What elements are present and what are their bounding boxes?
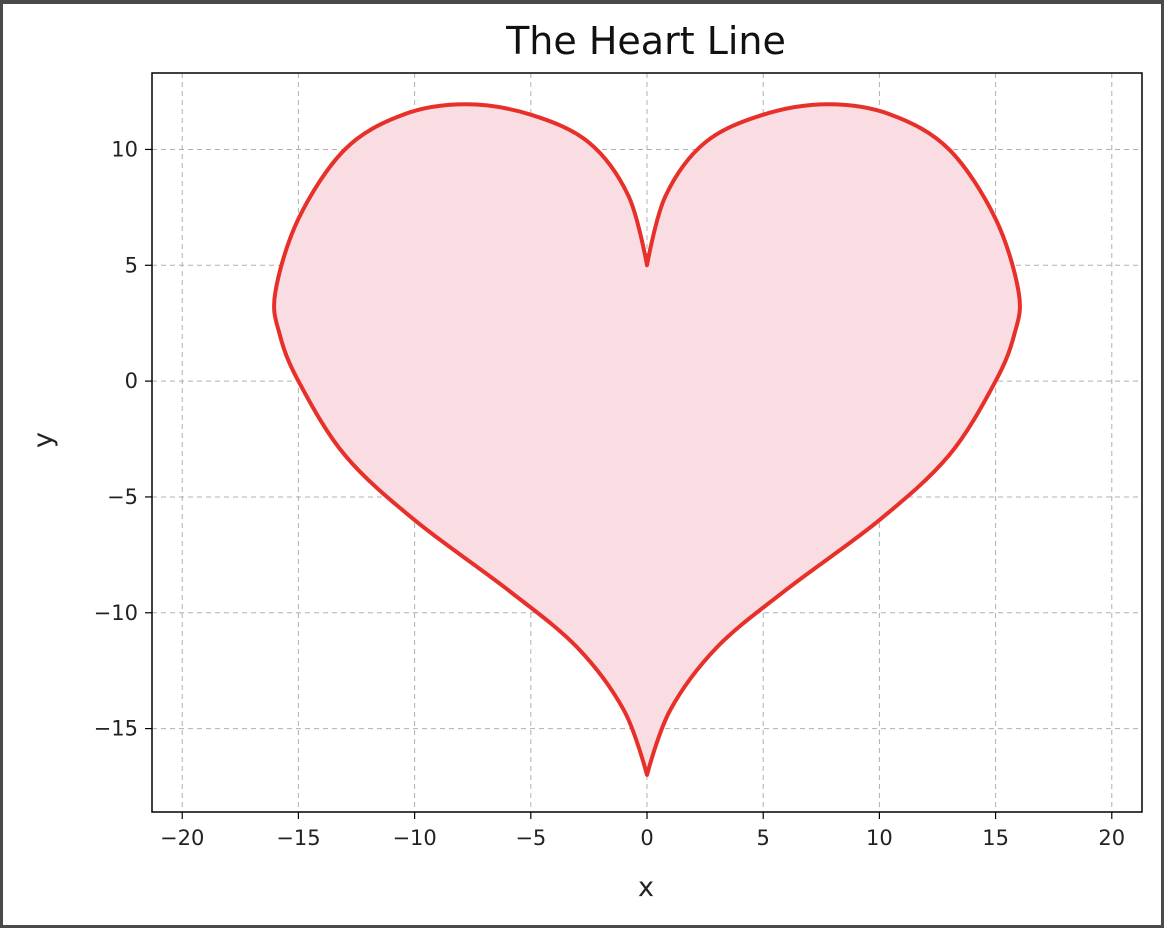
x-axis-label: x: [638, 872, 654, 903]
x-tick-label: 15: [982, 826, 1009, 850]
x-tick-label: −5: [515, 826, 546, 850]
y-tick-label: −15: [94, 717, 138, 741]
x-tick-label: 5: [757, 826, 770, 850]
heart-fill: [274, 104, 1020, 775]
x-tick-label: 0: [640, 826, 653, 850]
y-tick-label: 10: [111, 137, 138, 161]
y-tick-label: 5: [125, 253, 138, 277]
heart-fill-layer: [274, 104, 1020, 775]
y-tick-label: 0: [125, 369, 138, 393]
heart-line: [272, 102, 1022, 777]
heart-line-layer: [272, 102, 1022, 777]
y-tick-label: −10: [94, 601, 138, 625]
x-tick-label: 10: [866, 826, 893, 850]
x-tick-label: −10: [392, 826, 436, 850]
x-tick-label: −20: [160, 826, 204, 850]
x-tick-label: −15: [276, 826, 320, 850]
x-axis-ticks: −20 −15 −10 −5 0 5 10 15 20: [160, 812, 1125, 850]
y-axis-ticks: −15 −10 −5 0 5 10: [94, 137, 152, 741]
chart-title: The Heart Line: [505, 19, 786, 63]
y-axis-label: y: [28, 432, 59, 448]
x-tick-label: 20: [1098, 826, 1125, 850]
y-tick-label: −5: [107, 485, 138, 509]
window-top-edge: [0, 0, 1164, 4]
